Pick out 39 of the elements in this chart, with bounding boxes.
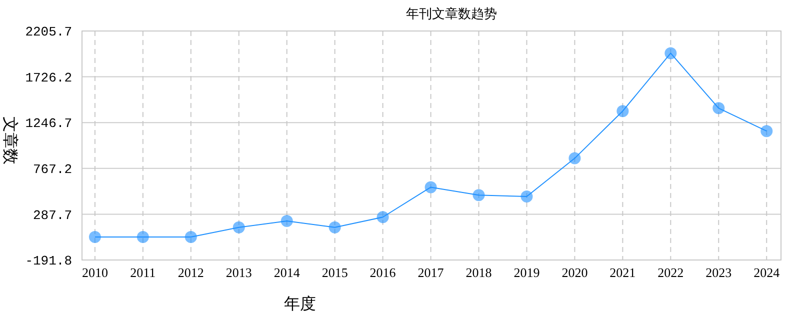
x-tick-label: 2011	[130, 265, 156, 280]
y-tick-label: 1726.2	[25, 70, 72, 86]
x-tick-label: 2018	[466, 265, 492, 280]
y-tick-label: 1246.7	[25, 116, 72, 132]
x-axis-title: 年度	[284, 295, 316, 313]
x-tick-label: 2020	[562, 265, 588, 280]
x-tick-label: 2019	[514, 265, 540, 280]
x-tick-label: 2021	[610, 265, 636, 280]
y-tick-label: 2205.7	[25, 24, 72, 40]
point	[280, 215, 293, 228]
x-tick-label: 2013	[226, 265, 252, 280]
point	[232, 221, 245, 234]
point	[472, 189, 485, 202]
x-tick-label: 2024	[754, 265, 780, 280]
x-tick-label: 2022	[658, 265, 684, 280]
x-tick-label: 2012	[178, 265, 204, 280]
y-tick-label: -191.8	[25, 254, 72, 269]
x-tick-label: 2017	[418, 265, 444, 280]
x-tick-label: 2016	[370, 265, 396, 280]
y-axis-title: 文章数	[1, 116, 19, 164]
x-tick-label: 2014	[274, 265, 300, 280]
point	[664, 47, 677, 60]
x-tick-label: 2023	[706, 265, 732, 280]
x-tick-label: 2010	[82, 265, 108, 280]
point	[520, 190, 533, 202]
point	[184, 231, 197, 243]
point	[424, 181, 437, 194]
point	[136, 231, 149, 243]
point	[760, 125, 773, 138]
chart-title: 年刊文章数趋势	[406, 6, 497, 21]
y-tick-label: 287.7	[32, 208, 72, 223]
point	[376, 211, 389, 224]
point	[328, 221, 341, 234]
x-tick-label: 2015	[322, 265, 348, 280]
point	[712, 102, 725, 114]
y-tick-label: 767.2	[32, 162, 72, 177]
point	[88, 231, 101, 243]
point	[616, 105, 629, 118]
point	[568, 152, 581, 164]
